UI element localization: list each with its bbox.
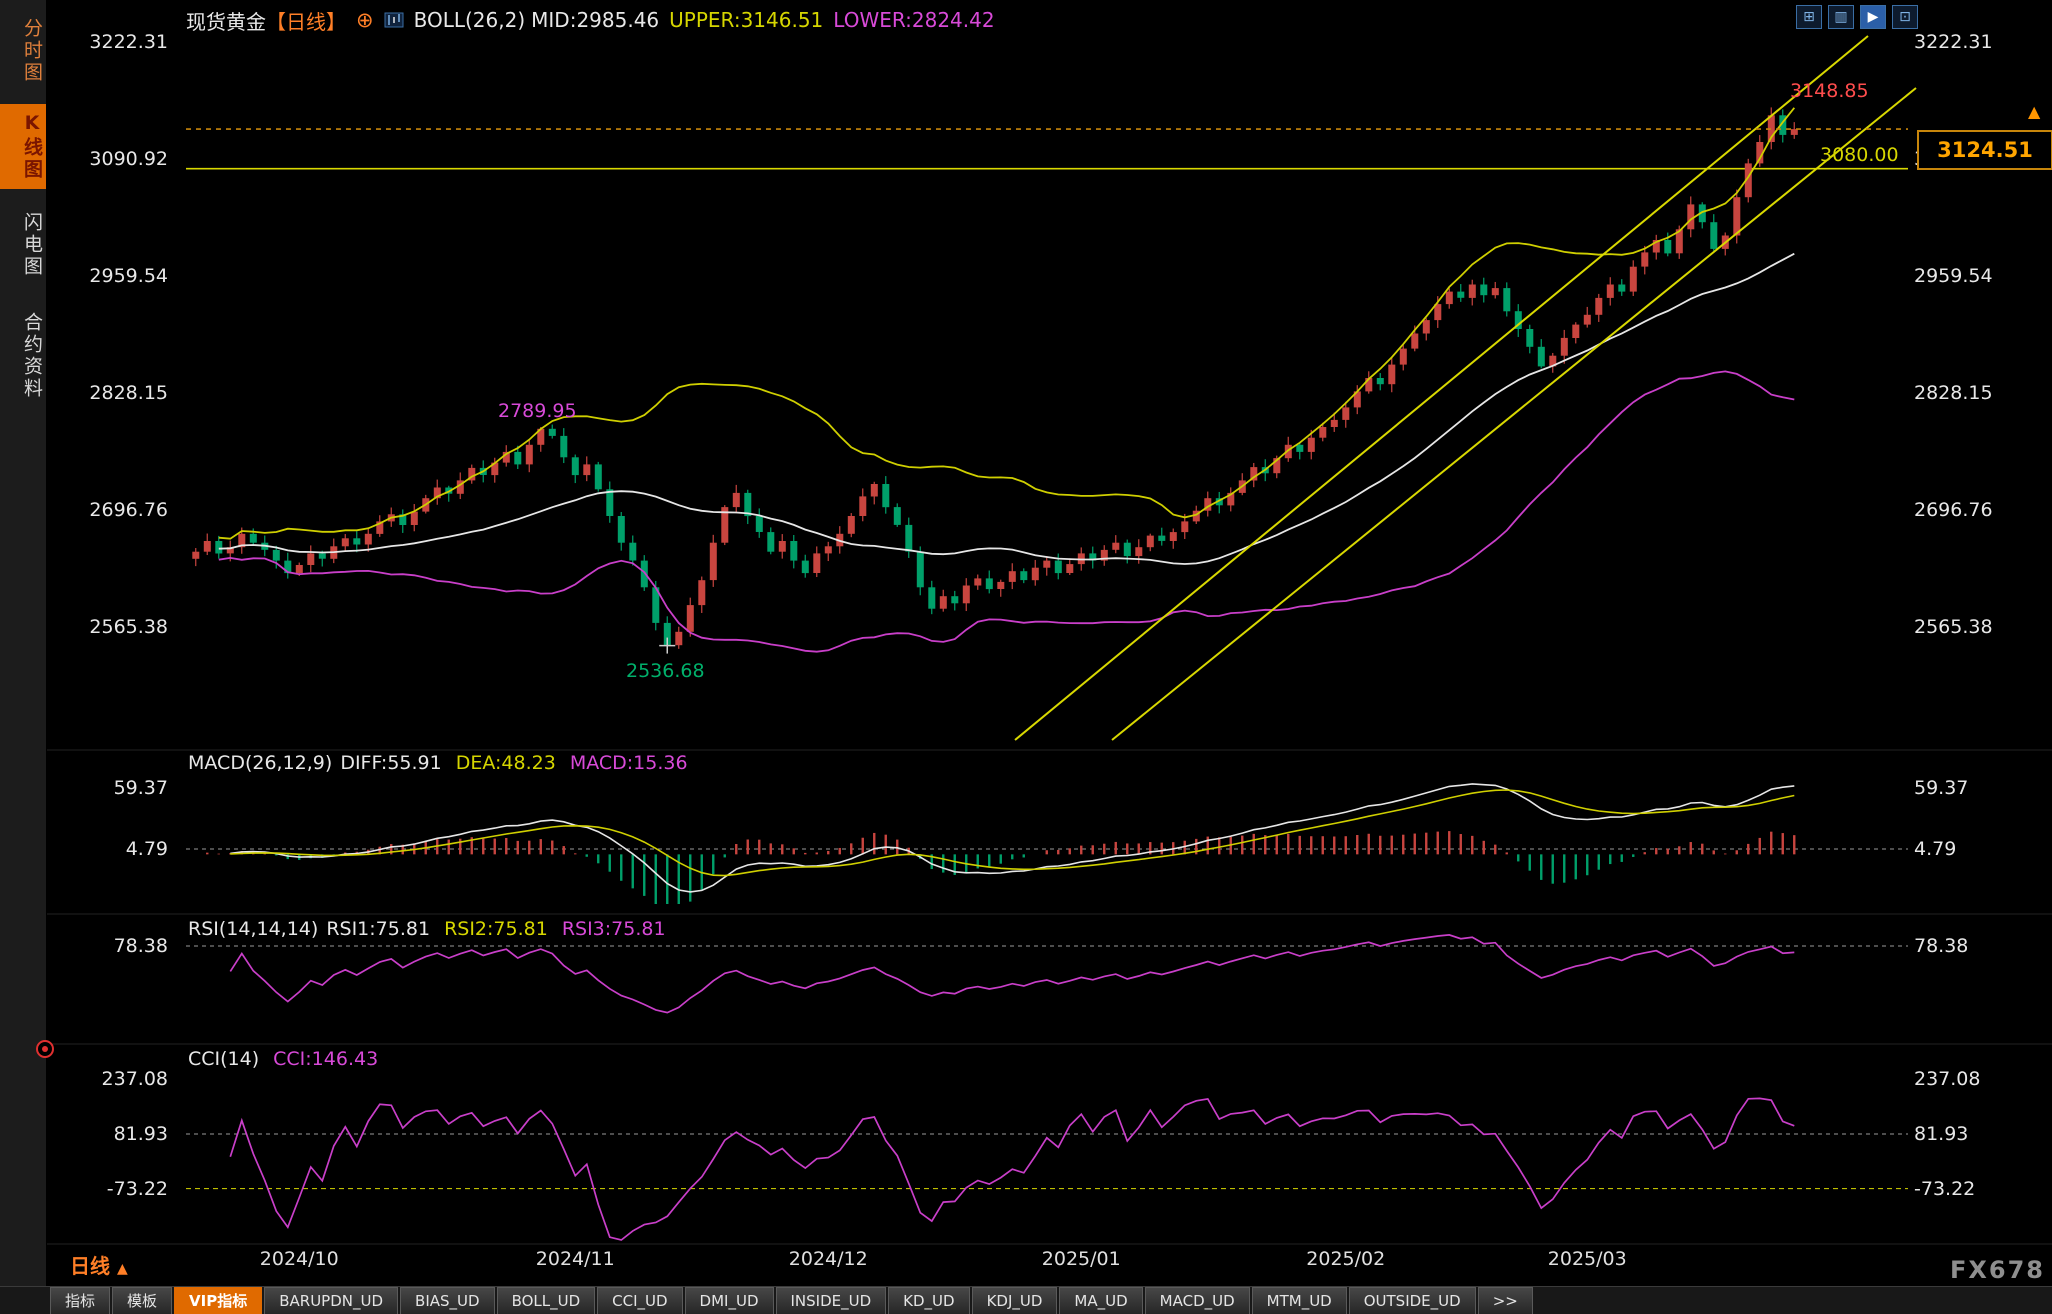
macd-diff-value: DIFF:55.91 — [340, 752, 442, 774]
bottom-tab-vip[interactable]: VIP指标 — [174, 1287, 263, 1314]
bottom-tab-ma_ud[interactable]: MA_UD — [1059, 1287, 1143, 1314]
bottom-tab-cci_ud[interactable]: CCI_UD — [597, 1287, 683, 1314]
cci-axis-label: 81.93 — [1914, 1123, 1969, 1145]
bottom-tab-outside_ud[interactable]: OUTSIDE_UD — [1348, 1287, 1476, 1314]
x-axis-label: 2024/11 — [535, 1248, 615, 1270]
price-axis-label: 2565.38 — [89, 616, 168, 638]
bottom-tab-bias_ud[interactable]: BIAS_UD — [400, 1287, 495, 1314]
rsi2-value: RSI2:75.81 — [444, 918, 548, 940]
price-axis-label: 2959.54 — [1914, 265, 1993, 287]
bottom-tab-macd_ud[interactable]: MACD_UD — [1144, 1287, 1250, 1314]
low-price-label: 2536.68 — [626, 660, 705, 682]
boll-upper-value: UPPER:3146.51 — [669, 8, 824, 32]
price-axis-label: 2696.76 — [89, 499, 168, 521]
price-axis-label: 2828.15 — [1914, 382, 1993, 404]
sidebar-item-contract-info[interactable]: 合约资料 — [21, 312, 43, 400]
chart-window-controls: ⊞ ▥ ▶ ⊡ — [1796, 5, 1918, 29]
kline-mini-icon — [384, 10, 404, 30]
price-up-arrow-icon: ▲ — [2028, 102, 2041, 121]
bottom-tab-mtm_ud[interactable]: MTM_UD — [1251, 1287, 1347, 1314]
sidebar-item-lightning-chart[interactable]: 闪电图 — [21, 212, 43, 278]
x-axis-label: 2024/12 — [788, 1248, 868, 1270]
rsi1-value: RSI1:75.81 — [326, 918, 431, 940]
rsi-axis-label: 78.38 — [1914, 934, 1969, 957]
price-axis-label: 2959.54 — [89, 265, 168, 287]
rsi-title-row: RSI(14,14,14) RSI1:75.81 RSI2:75.81 RSI3… — [188, 918, 666, 940]
bottom-tab-barupdn_ud[interactable]: BARUPDN_UD — [264, 1287, 399, 1314]
rsi3-value: RSI3:75.81 — [561, 918, 666, 940]
cci-axis-label: 237.08 — [1914, 1068, 1981, 1091]
chart-header: 现货黄金 【日线】 ⊕ BOLL(26,2) MID:2985.46 UPPER… — [186, 6, 995, 34]
rsi-axis-label: 78.38 — [113, 934, 168, 957]
macd-dea-value: DEA:48.23 — [455, 752, 556, 774]
add-indicator-icon[interactable]: ⊕ — [356, 8, 374, 32]
bottom-tab-inside_ud[interactable]: INSIDE_UD — [775, 1287, 887, 1314]
boll-lower-value: LOWER:2824.42 — [833, 8, 995, 32]
x-axis-label: 2025/03 — [1547, 1248, 1627, 1270]
cci-title: CCI(14) — [188, 1048, 260, 1070]
cci-axis-label: -73.22 — [1914, 1177, 1976, 1200]
record-dot-icon[interactable] — [36, 1040, 54, 1058]
symbol-name: 现货黄金 — [186, 9, 266, 34]
bottom-tab-dmi_ud[interactable]: DMI_UD — [684, 1287, 774, 1314]
boll-mid-value: MID:2985.46 — [531, 8, 660, 32]
period-dropdown-icon: ▲ — [116, 1261, 128, 1277]
bottom-tab-kdj_ud[interactable]: KDJ_UD — [971, 1287, 1058, 1314]
play-icon[interactable]: ▶ — [1860, 5, 1886, 29]
price-axis-label: 3090.92 — [89, 148, 168, 170]
price-axis-label: 2828.15 — [89, 382, 168, 404]
watermark: FX678 — [1950, 1256, 2045, 1284]
macd-title: MACD(26,12,9) — [188, 752, 333, 774]
bottom-tab-[interactable]: 模板 — [112, 1287, 173, 1314]
new-window-icon[interactable]: ⊡ — [1892, 5, 1918, 29]
cci-axis-label: -73.22 — [106, 1177, 168, 1200]
cci-value: CCI:146.43 — [273, 1048, 379, 1070]
macd-title-row: MACD(26,12,9) DIFF:55.91 DEA:48.23 MACD:… — [188, 752, 688, 774]
multi-panel-icon[interactable]: ▥ — [1828, 5, 1854, 29]
hline-price-label: 3080.00 — [1820, 144, 1899, 166]
macd-axis-label: 59.37 — [1914, 777, 1969, 799]
price-axis-label: 2565.38 — [1914, 616, 1993, 638]
x-axis-label: 2025/02 — [1306, 1248, 1386, 1270]
cci-title-row: CCI(14) CCI:146.43 — [188, 1048, 378, 1070]
bottom-tab->>[interactable]: >> — [1477, 1287, 1533, 1314]
bottom-tab-bar: 指标 模板 VIP指标 BARUPDN_UD BIAS_UD BOLL_UD CCI_UD D… — [0, 1286, 2052, 1314]
period-text: 日线 — [70, 1254, 110, 1278]
bottom-tab-kd_ud[interactable]: KD_UD — [888, 1287, 970, 1314]
grid-layout-icon[interactable]: ⊞ — [1796, 5, 1822, 29]
sidebar: 分时图 K线图 闪电图 合约资料 — [0, 0, 47, 1314]
cci-axis-label: 237.08 — [101, 1068, 168, 1091]
macd-axis-label: 59.37 — [113, 777, 168, 799]
period-tag[interactable]: 【日线】 — [266, 9, 346, 34]
price-axis-label: 3222.31 — [1914, 31, 1993, 53]
cci-axis-label: 81.93 — [113, 1123, 168, 1145]
macd-value: MACD:15.36 — [569, 752, 688, 774]
high-price-label: 3148.85 — [1790, 80, 1869, 102]
macd-axis-label: 4.79 — [1914, 838, 1957, 860]
rsi-title: RSI(14,14,14) — [188, 918, 319, 940]
last-price-box: 3124.51 — [1917, 130, 2052, 170]
bottom-tab-boll_ud[interactable]: BOLL_UD — [496, 1287, 596, 1314]
price-axis-label: 2696.76 — [1914, 499, 1993, 521]
peak-price-label: 2789.95 — [498, 400, 577, 422]
x-axis-label: 2024/10 — [259, 1248, 339, 1270]
sidebar-item-time-chart[interactable]: 分时图 — [21, 18, 43, 84]
boll-label: BOLL(26,2) — [413, 8, 526, 32]
macd-axis-label: 4.79 — [125, 838, 168, 860]
period-selector[interactable]: 日线 ▲ — [70, 1250, 128, 1279]
sidebar-item-kline-chart[interactable]: K线图 — [0, 104, 46, 189]
bottom-tab-[interactable]: 指标 — [50, 1287, 111, 1314]
price-axis-label: 3222.31 — [89, 31, 168, 53]
x-axis-label: 2025/01 — [1041, 1248, 1121, 1270]
